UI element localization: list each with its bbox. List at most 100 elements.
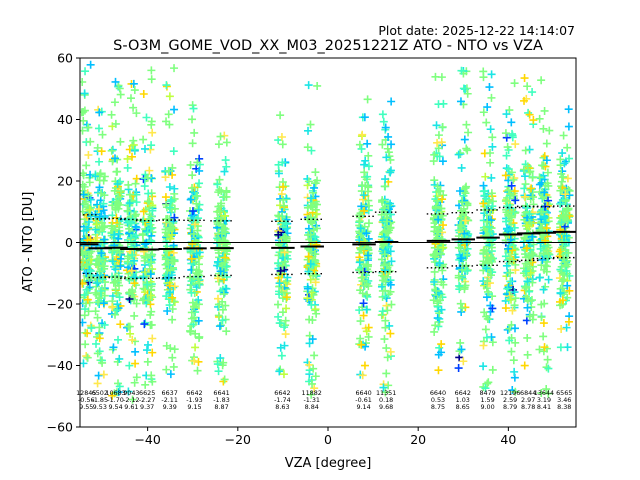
scatter-point — [216, 237, 225, 246]
scatter-point — [274, 169, 283, 178]
scatter-point — [168, 315, 177, 324]
scatter-point — [540, 343, 549, 352]
scatter-point — [95, 334, 104, 343]
scatter-point — [511, 338, 520, 347]
scatter-point — [502, 261, 511, 270]
scatter-point — [310, 183, 319, 192]
scatter-point — [510, 324, 519, 333]
scatter-point — [276, 266, 285, 275]
stat-std-3: 9.61 — [124, 403, 138, 411]
scatter-point — [126, 94, 135, 103]
scatter-point — [488, 202, 497, 211]
scatter-point — [170, 184, 179, 193]
scatter-point — [464, 128, 473, 137]
scatter-point — [359, 311, 368, 320]
scatter-point — [215, 322, 224, 331]
scatter-point — [141, 240, 150, 249]
scatter-point — [364, 219, 373, 228]
scatter-point — [542, 224, 551, 233]
scatter-point — [564, 205, 573, 214]
scatter-point — [362, 229, 371, 238]
scatter-point — [363, 139, 372, 148]
scatter-point — [381, 316, 390, 325]
scatter-point — [168, 293, 177, 302]
scatter-point — [438, 266, 447, 275]
scatter-point — [502, 225, 511, 234]
scatter-point — [383, 306, 392, 315]
scatter-point — [509, 191, 518, 200]
scatter-point — [147, 66, 156, 75]
scatter-point — [276, 343, 285, 352]
scatter-point — [437, 340, 446, 349]
scatter-point — [216, 354, 225, 363]
scatter-point — [222, 138, 231, 147]
scatter-point — [387, 257, 396, 266]
scatter-point — [164, 110, 173, 119]
scatter-point — [386, 155, 395, 164]
scatter-point — [107, 146, 116, 155]
scatter-point — [487, 173, 496, 182]
scatter-point — [308, 379, 317, 388]
scatter-point — [501, 171, 510, 180]
scatter-point — [170, 282, 179, 291]
stat-std-6: 9.15 — [187, 403, 201, 411]
scatter-point — [488, 133, 497, 142]
scatter-point — [312, 209, 321, 218]
scatter-point — [562, 231, 571, 240]
scatter-point — [538, 255, 547, 264]
scatter-point — [360, 113, 369, 122]
scatter-point — [221, 156, 230, 165]
scatter-point — [459, 84, 468, 93]
scatter-point — [280, 323, 289, 332]
scatter-point — [274, 312, 283, 321]
scatter-point — [144, 189, 153, 198]
scatter-point — [431, 321, 440, 330]
scatter-point — [560, 159, 569, 168]
scatter-point — [93, 143, 102, 152]
scatter-point — [311, 168, 320, 177]
stat-std-12: 8.75 — [431, 403, 445, 411]
scatter-point — [378, 271, 387, 280]
stat-std-11: 9.68 — [379, 403, 393, 411]
scatter-point — [504, 244, 513, 253]
scatter-point — [458, 304, 467, 313]
scatter-point — [462, 144, 471, 153]
scatter-point — [80, 190, 88, 199]
scatter-point — [386, 280, 395, 289]
scatter-point — [82, 285, 91, 294]
scatter-point — [304, 252, 313, 261]
stat-count-17: 13644 — [534, 389, 554, 397]
plot-date: Plot date: 2025-12-22 14:14:07 — [378, 23, 575, 38]
scatter-point — [193, 158, 202, 167]
scatter-bin-10 — [355, 95, 373, 380]
scatter-point — [93, 313, 102, 322]
scatter-point — [504, 165, 513, 174]
scatter-point — [216, 132, 225, 141]
scatter-point — [523, 203, 532, 212]
scatter-point — [163, 307, 172, 316]
scatter-point — [525, 110, 534, 119]
scatter-point — [362, 290, 371, 299]
scatter-point — [169, 362, 178, 371]
scatter-point — [97, 249, 106, 258]
scatter-point — [123, 163, 132, 172]
scatter-point — [434, 131, 443, 140]
scatter-point — [129, 136, 138, 145]
scatter-point — [166, 265, 175, 274]
scatter-point — [83, 329, 92, 338]
scatter-point — [162, 215, 171, 224]
stat-count-4: 6625 — [139, 389, 155, 397]
y-tick-label: −20 — [47, 297, 73, 312]
scatter-point — [186, 273, 195, 282]
scatter-point — [564, 105, 573, 114]
scatter-point — [438, 157, 447, 166]
scatter-point — [107, 221, 116, 230]
scatter-point — [99, 370, 108, 379]
scatter-point — [523, 82, 532, 91]
scatter-point — [191, 329, 200, 338]
scatter-point — [360, 168, 369, 177]
scatter-point — [313, 81, 322, 90]
scatter-point — [540, 188, 549, 197]
scatter-point — [311, 372, 320, 381]
scatter-point — [536, 239, 545, 248]
